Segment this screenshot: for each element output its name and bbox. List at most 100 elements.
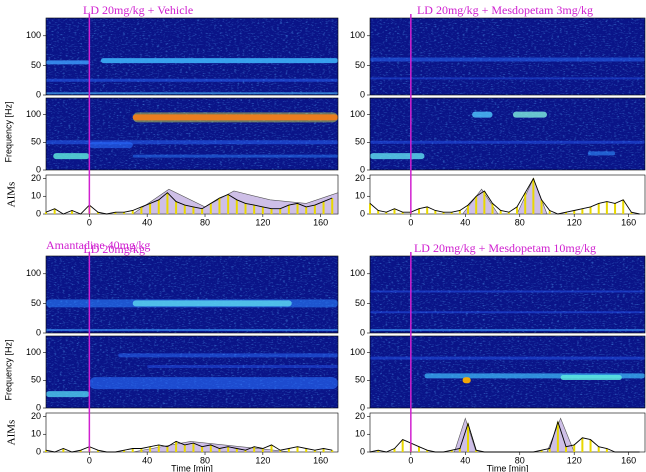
spectrogram-band bbox=[53, 153, 90, 160]
spectrogram-noise bbox=[46, 98, 338, 170]
y-tick-label: 100 bbox=[26, 30, 41, 40]
axes-frame bbox=[369, 97, 646, 171]
y-tick-label: 0 bbox=[36, 327, 41, 337]
aims-trace bbox=[369, 177, 640, 215]
y-tick-label: 100 bbox=[350, 30, 365, 40]
y-tick-label: 20 bbox=[31, 411, 41, 421]
spectrogram-band bbox=[370, 140, 645, 144]
y-tick-label: 50 bbox=[31, 375, 41, 385]
y-axis-label: Frequency [Hz] bbox=[3, 101, 13, 162]
y-axis-label: AIMs bbox=[6, 420, 18, 446]
x-axis-label: Time [min] bbox=[487, 463, 529, 472]
y-tick-label: 100 bbox=[350, 268, 365, 278]
x-tick-label: 120 bbox=[567, 217, 582, 227]
x-tick-label: 40 bbox=[460, 455, 470, 465]
x-tick-label: 120 bbox=[567, 455, 582, 465]
y-tick-label: 0 bbox=[36, 164, 41, 174]
x-tick-label: 120 bbox=[255, 217, 270, 227]
spectrogram-noise bbox=[370, 256, 645, 333]
spectrogram-band bbox=[370, 356, 645, 360]
axes-frame bbox=[45, 335, 339, 409]
y-tick-label: 10 bbox=[31, 191, 41, 201]
spectrogram-noise bbox=[370, 336, 645, 408]
x-tick-label: 80 bbox=[200, 455, 210, 465]
spectrogram-band bbox=[370, 290, 645, 293]
spectrogram-band bbox=[46, 78, 338, 82]
spectrogram-band bbox=[370, 329, 645, 332]
spectrogram-band bbox=[132, 112, 338, 123]
axes-frame bbox=[45, 97, 339, 171]
spectrogram-band bbox=[46, 92, 338, 95]
spectrogram-noise bbox=[46, 336, 338, 408]
panel-subtitle: LD 20mg/kg bbox=[83, 242, 145, 256]
spectrogram-band bbox=[100, 58, 338, 64]
y-tick-label: 10 bbox=[31, 429, 41, 439]
spectrogram-band bbox=[370, 153, 425, 160]
x-tick-label: 80 bbox=[515, 455, 525, 465]
y-axis-label: Frequency [Hz] bbox=[3, 339, 13, 400]
spectrogram-band bbox=[472, 111, 493, 118]
y-tick-label: 100 bbox=[350, 109, 365, 119]
panel-title: LD 20mg/kg + Mesdopetam 10mg/kg bbox=[414, 241, 596, 255]
y-tick-label: 50 bbox=[355, 137, 365, 147]
x-tick-label: 160 bbox=[313, 217, 328, 227]
panel-title: LD 20mg/kg + Vehicle bbox=[83, 3, 193, 17]
panel-title: LD 20mg/kg + Mesdopetam 3mg/kg bbox=[417, 3, 593, 17]
x-tick-label: 0 bbox=[87, 455, 92, 465]
y-tick-label: 50 bbox=[31, 137, 41, 147]
y-axis-label: AIMs bbox=[6, 182, 18, 208]
x-tick-label: 0 bbox=[87, 217, 92, 227]
spectrogram-band bbox=[462, 377, 471, 384]
spectrogram-band bbox=[46, 60, 90, 65]
x-tick-label: 40 bbox=[142, 217, 152, 227]
axes-frame bbox=[369, 17, 646, 96]
x-tick-label: 80 bbox=[200, 217, 210, 227]
x-tick-label: 40 bbox=[142, 455, 152, 465]
y-tick-label: 0 bbox=[360, 402, 365, 412]
y-tick-label: 50 bbox=[355, 298, 365, 308]
y-tick-label: 0 bbox=[360, 208, 365, 218]
axes-frame bbox=[369, 335, 646, 409]
spectrogram-band bbox=[587, 151, 616, 156]
spectrogram-band bbox=[89, 377, 338, 390]
y-tick-label: 0 bbox=[360, 164, 365, 174]
spectrogram-band bbox=[46, 140, 338, 145]
x-tick-label: 120 bbox=[255, 455, 270, 465]
spectrogram-noise bbox=[46, 18, 338, 95]
x-tick-label: 160 bbox=[313, 455, 328, 465]
y-tick-label: 100 bbox=[26, 347, 41, 357]
y-tick-label: 0 bbox=[36, 208, 41, 218]
y-tick-label: 0 bbox=[360, 89, 365, 99]
aims-trace bbox=[369, 420, 640, 453]
spectrogram-band bbox=[118, 353, 339, 358]
axes-frame bbox=[45, 17, 339, 96]
spectrogram-band bbox=[370, 57, 645, 62]
x-axis-label: Time [min] bbox=[171, 463, 213, 472]
spectrogram-band bbox=[370, 311, 645, 314]
x-tick-label: 160 bbox=[621, 455, 636, 465]
spectrogram-band bbox=[132, 300, 292, 307]
spectrogram-band bbox=[147, 364, 338, 368]
y-tick-label: 50 bbox=[31, 298, 41, 308]
spectrogram-band bbox=[46, 391, 90, 398]
spectrogram-band bbox=[560, 375, 622, 381]
axes-frame bbox=[369, 255, 646, 334]
x-tick-label: 80 bbox=[515, 217, 525, 227]
y-tick-label: 50 bbox=[31, 60, 41, 70]
aims-trace bbox=[45, 440, 333, 453]
spectrogram-noise bbox=[46, 256, 338, 333]
y-tick-label: 50 bbox=[355, 375, 365, 385]
spectrogram-noise bbox=[370, 18, 645, 95]
y-tick-label: 100 bbox=[26, 109, 41, 119]
axes-frame bbox=[45, 255, 339, 334]
aims-envelope bbox=[132, 441, 292, 453]
y-tick-label: 0 bbox=[36, 446, 41, 456]
y-tick-label: 100 bbox=[26, 268, 41, 278]
x-tick-label: 160 bbox=[621, 217, 636, 227]
y-tick-label: 10 bbox=[355, 191, 365, 201]
y-tick-label: 50 bbox=[355, 60, 365, 70]
spectrogram-band bbox=[132, 114, 338, 121]
spectrogram-band bbox=[370, 77, 645, 80]
spectrogram-band bbox=[132, 154, 338, 158]
